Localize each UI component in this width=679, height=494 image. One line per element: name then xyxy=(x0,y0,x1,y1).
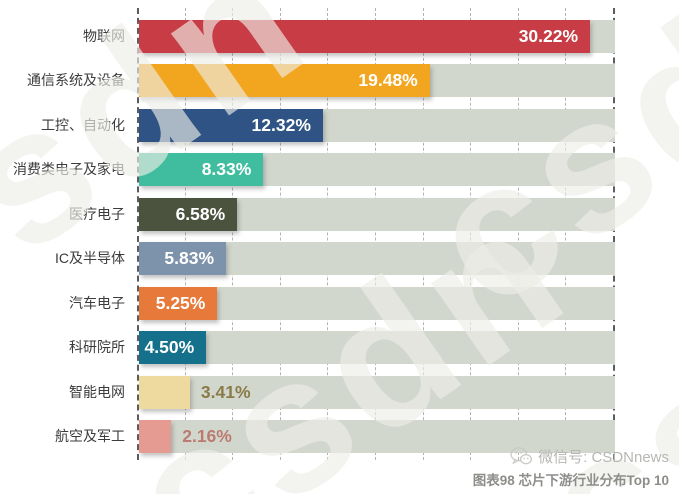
bar-row: 3.41% xyxy=(139,375,615,409)
value-label: 8.33% xyxy=(201,159,252,180)
bar-track xyxy=(139,419,615,453)
value-label: 5.83% xyxy=(164,248,215,269)
footer: 微信号: CSDNnews 图表98 芯片下游行业分布Top 10 xyxy=(473,446,669,489)
bar: 30.22% xyxy=(139,20,591,53)
value-label: 5.25% xyxy=(155,292,206,313)
value-label: 30.22% xyxy=(518,26,579,46)
bar-row: 6.58% xyxy=(139,197,615,231)
gridlines xyxy=(137,8,615,460)
gridline xyxy=(613,8,615,460)
bar: 6.58% xyxy=(139,197,238,231)
bar: 5.25% xyxy=(139,286,218,320)
bar xyxy=(139,419,172,453)
wechat-icon xyxy=(510,447,533,465)
category-label: 航空及军工 xyxy=(55,427,125,444)
category-label: 医疗电子 xyxy=(69,205,125,222)
value-label: 2.16% xyxy=(182,425,232,446)
gridline xyxy=(184,8,186,460)
category-label: 智能电网 xyxy=(69,383,125,400)
bar-track xyxy=(139,286,615,320)
bar-row: 5.25% xyxy=(139,286,615,320)
gridline xyxy=(470,8,472,460)
wechat-line: 微信号: CSDNnews xyxy=(473,446,669,467)
bar-track xyxy=(139,375,615,409)
bar-row: 8.33% xyxy=(139,153,615,187)
category-labels: 物联网通信系统及设备工控、自动化消费类电子及家电医疗电子 IC及半导体汽车电子科研… xyxy=(0,0,131,494)
gridline xyxy=(565,8,567,460)
bar: 5.83% xyxy=(139,242,227,276)
plot-area: 30.22% 19.48% 12.32% 8.33% 6.58% 5.83% 5.25% 4.… xyxy=(137,0,615,494)
bar-row: 12.32% xyxy=(139,108,615,142)
category-label: 科研院所 xyxy=(69,339,125,356)
category-label: 汽车电子 xyxy=(69,294,125,311)
value-label: 3.41% xyxy=(200,381,251,402)
category-label: 工控、自动化 xyxy=(41,116,125,133)
bar: 19.48% xyxy=(139,64,430,98)
value-label: 6.58% xyxy=(175,203,226,224)
bar: 4.50% xyxy=(139,331,207,365)
bar-row: 4.50% xyxy=(139,331,615,365)
value-label: 12.32% xyxy=(251,114,311,135)
wechat-id: 微信号: CSDNnews xyxy=(538,449,669,466)
gridline xyxy=(422,8,424,460)
bar-row: 19.48% xyxy=(139,64,615,98)
gridline xyxy=(232,8,234,460)
category-label: 消费类电子及家电 xyxy=(13,161,125,178)
bar: 8.33% xyxy=(139,153,264,187)
bar-row: 2.16% xyxy=(139,419,615,453)
gridline xyxy=(517,8,519,460)
value-label: 19.48% xyxy=(358,70,418,91)
bar-row: 5.83% xyxy=(139,242,615,276)
category-label: IC及半导体 xyxy=(55,250,125,267)
gridline xyxy=(375,8,376,460)
gridline xyxy=(279,8,281,460)
axis-line xyxy=(137,8,139,460)
chart-caption: 图表98 芯片下游行业分布Top 10 xyxy=(472,473,669,488)
category-label: 通信系统及设备 xyxy=(27,72,125,89)
value-label: 4.50% xyxy=(144,337,195,358)
category-label: 物联网 xyxy=(83,28,125,44)
bar-row: 30.22% xyxy=(139,20,615,53)
bar-track xyxy=(139,331,615,365)
gridline xyxy=(327,8,329,460)
bar: 12.32% xyxy=(139,108,323,142)
bar xyxy=(139,375,190,409)
